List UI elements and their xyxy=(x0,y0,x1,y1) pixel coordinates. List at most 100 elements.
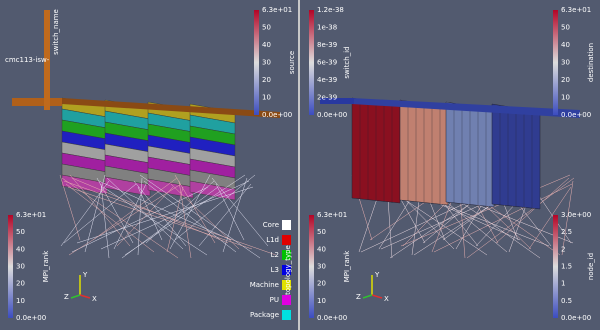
colorbar-tick-label: 4e-39 xyxy=(317,76,337,84)
colorbar-title: MPI_rank xyxy=(42,250,50,282)
colorbar-tick-label: 20 xyxy=(16,280,25,288)
colorbar xyxy=(254,10,259,115)
legend-swatch xyxy=(282,220,291,230)
colorbar-tick-label: 0.0e+00 xyxy=(317,314,347,322)
axis-z xyxy=(70,294,81,299)
mesh-edge xyxy=(68,183,182,256)
colorbar-tick-label: 0.0e+00 xyxy=(262,111,292,119)
legend-label: PU xyxy=(270,296,279,304)
mesh-edge xyxy=(561,180,574,256)
legend-swatch xyxy=(282,235,291,245)
mesh-edge xyxy=(174,174,216,244)
colorbar-tick-label: 10 xyxy=(561,94,570,102)
axis-label: X xyxy=(384,295,389,303)
tile-strip xyxy=(147,178,194,199)
colorbar xyxy=(309,10,314,115)
switch-slab xyxy=(352,98,580,118)
colorbar-tick-label: 0.0e+00 xyxy=(561,111,591,119)
mesh-edge xyxy=(69,174,131,247)
axis-label: Z xyxy=(356,293,361,301)
legend-swatch xyxy=(282,250,291,260)
colorbar xyxy=(8,215,13,318)
colorbar-tick-label: 6e-39 xyxy=(317,59,337,67)
axis-label: X xyxy=(92,295,97,303)
legend-swatch xyxy=(282,280,291,290)
colorbar-tick-label: 0.0e+00 xyxy=(317,111,347,119)
axis-z xyxy=(362,294,373,299)
colorbar-tick-label: 6.3e+01 xyxy=(262,6,292,14)
colorbar xyxy=(553,215,558,318)
mesh-edge xyxy=(400,174,571,247)
colorbar-tick-label: 10 xyxy=(317,297,326,305)
switch-bar-vertical xyxy=(44,10,50,110)
colorbar-tick-label: 40 xyxy=(262,41,271,49)
colorbar-tick-label: 8e-39 xyxy=(317,41,337,49)
axis-x xyxy=(371,294,383,299)
colorbar xyxy=(309,215,314,318)
legend-label: Core xyxy=(263,221,279,229)
colorbar-label: cmc113-isw- xyxy=(5,56,50,64)
colorbar-tick-label: 1.2e-38 xyxy=(317,6,344,14)
colorbar-tick-label: 50 xyxy=(561,24,570,32)
colorbar-title: source xyxy=(288,51,296,74)
colorbar-tick-label: 30 xyxy=(317,263,326,271)
colorbar-tick-label: 2 xyxy=(561,245,565,253)
colorbar-title: destination xyxy=(587,43,595,82)
colorbar-tick-label: 6.3e+01 xyxy=(561,6,591,14)
colorbar-tick-label: 20 xyxy=(262,76,271,84)
colorbar-tick-label: 2e-39 xyxy=(317,94,337,102)
legend-label: Package xyxy=(250,311,279,319)
colorbar-title: MPI_rank xyxy=(343,250,351,282)
tile-strip xyxy=(189,180,236,201)
mesh-edge xyxy=(137,177,143,256)
mesh-edge xyxy=(106,177,184,250)
mesh-edge xyxy=(60,180,110,247)
mesh-edge xyxy=(433,183,573,253)
axis-label: Y xyxy=(374,271,380,279)
colorbar-tick-label: 10 xyxy=(262,94,271,102)
mesh-edge xyxy=(124,174,246,256)
mesh-edge xyxy=(116,186,174,247)
legend-label: L1d xyxy=(266,236,279,244)
colorbar-tick-label: 10 xyxy=(16,297,25,305)
colorbar-tick-label: 40 xyxy=(317,245,326,253)
axis-x xyxy=(79,294,91,299)
colorbar-tick-label: 6.3e+01 xyxy=(16,211,46,219)
mesh-edge xyxy=(145,180,215,244)
colorbar xyxy=(553,10,558,115)
mesh-edge xyxy=(166,186,184,253)
legend-label: Machine xyxy=(250,281,279,289)
colorbar-tick-label: 6.3e+01 xyxy=(317,211,347,219)
colorbar-title: switch_name xyxy=(52,9,60,55)
mesh-edge xyxy=(59,174,81,241)
mesh-edge xyxy=(528,186,572,250)
legend-swatch xyxy=(282,310,291,320)
colorbar-title: switch_id xyxy=(343,46,351,78)
legend-title: topology_type xyxy=(284,245,292,295)
colorbar-tick-label: 20 xyxy=(317,280,326,288)
colorbar-tick-label: 1.5 xyxy=(561,263,572,271)
colorbar-title: node_id xyxy=(587,253,595,280)
colorbar-tick-label: 20 xyxy=(561,76,570,84)
mesh-edge xyxy=(63,180,277,256)
colorbar-tick-label: 50 xyxy=(317,228,326,236)
colorbar-tick-label: 30 xyxy=(262,59,271,67)
colorbar-tick-label: 3.0e+00 xyxy=(561,211,591,219)
colorbar-tick-label: 30 xyxy=(16,263,25,271)
scene xyxy=(12,10,580,259)
colorbar-tick-label: 1 xyxy=(561,280,565,288)
legend-swatch xyxy=(282,265,291,275)
mesh-edge xyxy=(495,177,570,244)
colorbar-tick-label: 2.5 xyxy=(561,228,572,236)
view-separator xyxy=(298,0,300,330)
mesh-edge xyxy=(174,174,256,241)
mesh-edge xyxy=(100,180,250,250)
mesh-edge xyxy=(121,186,219,259)
colorbar-tick-label: 40 xyxy=(16,245,25,253)
mesh-edge xyxy=(466,177,575,259)
switch-bar-top xyxy=(62,98,280,118)
axis-label: Y xyxy=(82,271,88,279)
switch-bar-horizontal xyxy=(12,98,62,106)
mesh-edge xyxy=(139,174,261,259)
